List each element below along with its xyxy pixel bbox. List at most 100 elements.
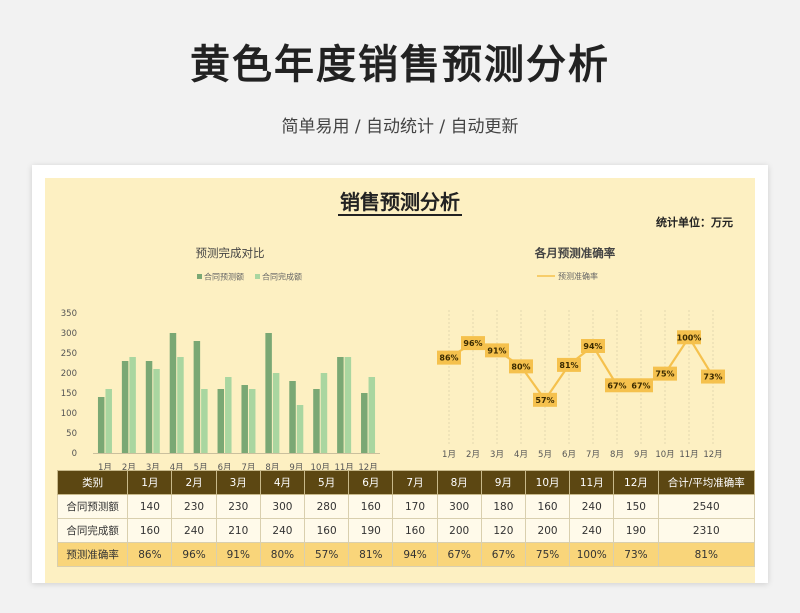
data-label-box: [485, 343, 509, 358]
bar-forecast: [97, 397, 105, 453]
bar-actual: [296, 405, 304, 453]
data-label-box: [533, 392, 557, 407]
table-header-cell: 5月: [304, 470, 350, 495]
table-header-cell: 合计/平均准确率: [657, 470, 755, 495]
data-label-box: [581, 339, 605, 353]
table-header-cell: 类别: [56, 470, 129, 495]
table-cell: 210: [215, 518, 261, 543]
bar-forecast: [313, 389, 320, 453]
table-cell: 合同完成额: [56, 518, 129, 543]
x-tick-label: 7月: [241, 463, 255, 473]
y-tick-label: 300: [61, 329, 77, 339]
x-tick-label: 7月: [586, 450, 600, 460]
table-header-cell: 10月: [524, 470, 571, 495]
table-cell: 75%: [524, 542, 571, 567]
table-cell: 170: [392, 494, 438, 519]
data-label-box: [437, 350, 461, 365]
x-tick-label: 8月: [610, 450, 624, 460]
y-tick-label: 200: [61, 369, 77, 379]
table-header-cell: 9月: [480, 470, 526, 495]
table-cell: 190: [348, 518, 394, 543]
table-header-cell: 12月: [613, 470, 659, 495]
bar-actual: [272, 373, 280, 453]
data-label-box: [677, 330, 701, 345]
table-cell: 200: [524, 518, 571, 543]
unit-label: 统计单位：万元: [656, 216, 733, 229]
x-tick-label: 11月: [334, 463, 353, 473]
x-tick-label: 6月: [562, 450, 576, 460]
bar-forecast: [265, 333, 272, 453]
table-cell: 81%: [348, 542, 394, 567]
bar-actual: [201, 389, 208, 453]
x-tick-label: 3月: [490, 450, 504, 460]
table-cell: 合同预测额: [56, 494, 129, 519]
data-label: 67%: [607, 381, 626, 390]
bar-actual: [129, 357, 136, 453]
data-label: 100%: [677, 333, 702, 342]
table-cell: 预测准确率: [56, 542, 129, 567]
data-label: 57%: [535, 396, 554, 405]
table-header-cell: 8月: [436, 470, 482, 495]
x-tick-label: 9月: [289, 463, 303, 473]
data-label-box: [701, 369, 725, 384]
bar-forecast: [337, 357, 344, 453]
table-cell: 73%: [613, 542, 659, 567]
bar-forecast: [145, 361, 153, 453]
table-header-cell: 1月: [127, 470, 173, 495]
table-header-cell: 7月: [392, 470, 438, 495]
table-cell: 280: [304, 494, 350, 519]
data-label: 81%: [559, 361, 578, 370]
table-cell: 160: [524, 494, 571, 519]
x-tick-label: 3月: [146, 463, 160, 473]
preview-card: 销售预测分析 统计单位：万元 预测完成对比 合同预测额 合同完成额 0 50 100 150…: [32, 165, 768, 583]
bar-forecast: [361, 393, 368, 453]
data-label-box: [557, 357, 581, 372]
table-row: 合同完成额 160 240 210 240 160 190 160 200 120 200 240 19…: [56, 518, 755, 543]
legend-swatch: [255, 274, 260, 279]
data-label-box: [629, 378, 653, 393]
x-tick-label: 5月: [194, 463, 208, 473]
table-cell: 67%: [480, 542, 526, 567]
table-cell: 180: [480, 494, 526, 519]
table-row: 合同预测额 140 230 230 300 280 160 170 300 180 160 240 15…: [56, 494, 755, 519]
table-cell: 230: [171, 494, 217, 519]
x-tick-label: 10月: [655, 450, 674, 460]
bar-forecast: [121, 361, 129, 453]
legend-label: 合同预测额: [204, 272, 244, 282]
table-header-cell: 3月: [215, 470, 261, 495]
page-title: 黄色年度销售预测分析: [190, 42, 610, 88]
bar-actual: [225, 377, 232, 453]
x-tick-label: 12月: [703, 450, 722, 460]
table-cell: 57%: [304, 542, 350, 567]
x-tick-label: 9月: [634, 450, 648, 460]
data-label: 91%: [487, 346, 506, 355]
line-chart-title: 各月预测准确率: [534, 246, 616, 260]
table-cell: 300: [436, 494, 482, 519]
legend-swatch: [197, 274, 202, 279]
bar-chart-title: 预测完成对比: [196, 246, 265, 260]
y-tick-label: 150: [61, 389, 77, 399]
bar-actual: [105, 389, 112, 453]
page-subtitle: 简单易用 / 自动统计 / 自动更新: [281, 117, 519, 137]
table-cell: 94%: [392, 542, 438, 567]
x-tick-label: 11月: [679, 450, 698, 460]
x-tick-label: 5月: [538, 450, 552, 460]
spreadsheet: 销售预测分析 统计单位：万元 预测完成对比 合同预测额 合同完成额 0 50 100 150…: [45, 178, 755, 583]
bar-forecast: [241, 385, 248, 453]
y-tick-label: 0: [72, 449, 77, 459]
table-cell: 160: [348, 494, 394, 519]
table-cell: 160: [304, 518, 350, 543]
table-cell: 96%: [171, 542, 217, 567]
x-tick-label: 10月: [311, 463, 330, 473]
table-cell: 160: [127, 518, 173, 543]
table-cell: 160: [392, 518, 438, 543]
bar-forecast: [217, 389, 225, 453]
table-header-cell: 2月: [171, 470, 217, 495]
table-cell: 140: [127, 494, 173, 519]
sheet-title: 销售预测分析: [45, 186, 755, 216]
x-tick-label: 2月: [466, 450, 480, 460]
x-tick-label: 8月: [265, 463, 279, 473]
table-cell: 230: [215, 494, 261, 519]
bar-actual: [177, 357, 184, 453]
data-label: 96%: [463, 339, 482, 348]
